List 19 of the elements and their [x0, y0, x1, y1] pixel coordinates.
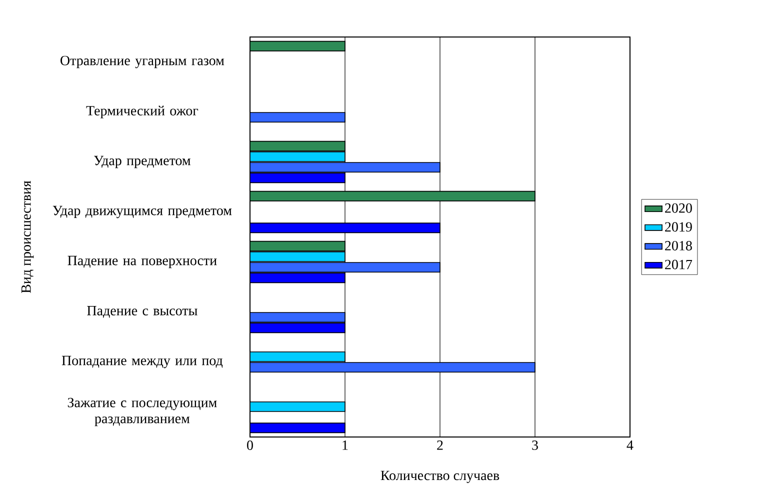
y-tick-label: Зажатие с последующим раздавливанием — [68, 398, 217, 426]
y-tick-label: Попадание между или под — [62, 356, 223, 368]
y-tick-label: Падение на поверхности — [68, 256, 217, 268]
legend-label: 2020 — [665, 203, 692, 213]
legend-label: 2018 — [665, 240, 692, 250]
y-tick-label: Термический ожог — [86, 106, 198, 118]
x-tick-label: 4 — [626, 440, 634, 450]
x-tick-label: 3 — [532, 440, 538, 450]
y-axis-title: Вид происшествия — [22, 180, 34, 294]
legend-label: 2019 — [665, 222, 692, 232]
y-tick-label: Удар движущимся предметом — [52, 206, 232, 218]
y-tick-label: Отравление угарным газом — [60, 56, 224, 68]
x-tick-label: 0 — [247, 440, 253, 450]
x-tick-label: 2 — [437, 440, 443, 450]
y-tick-label: Удар предметом — [94, 156, 190, 168]
legend-label: 2017 — [665, 260, 692, 270]
x-tick-label: 1 — [342, 440, 348, 450]
y-tick-label: Падение с высоты — [87, 306, 198, 318]
x-axis-title: Количество случаев — [380, 470, 500, 484]
